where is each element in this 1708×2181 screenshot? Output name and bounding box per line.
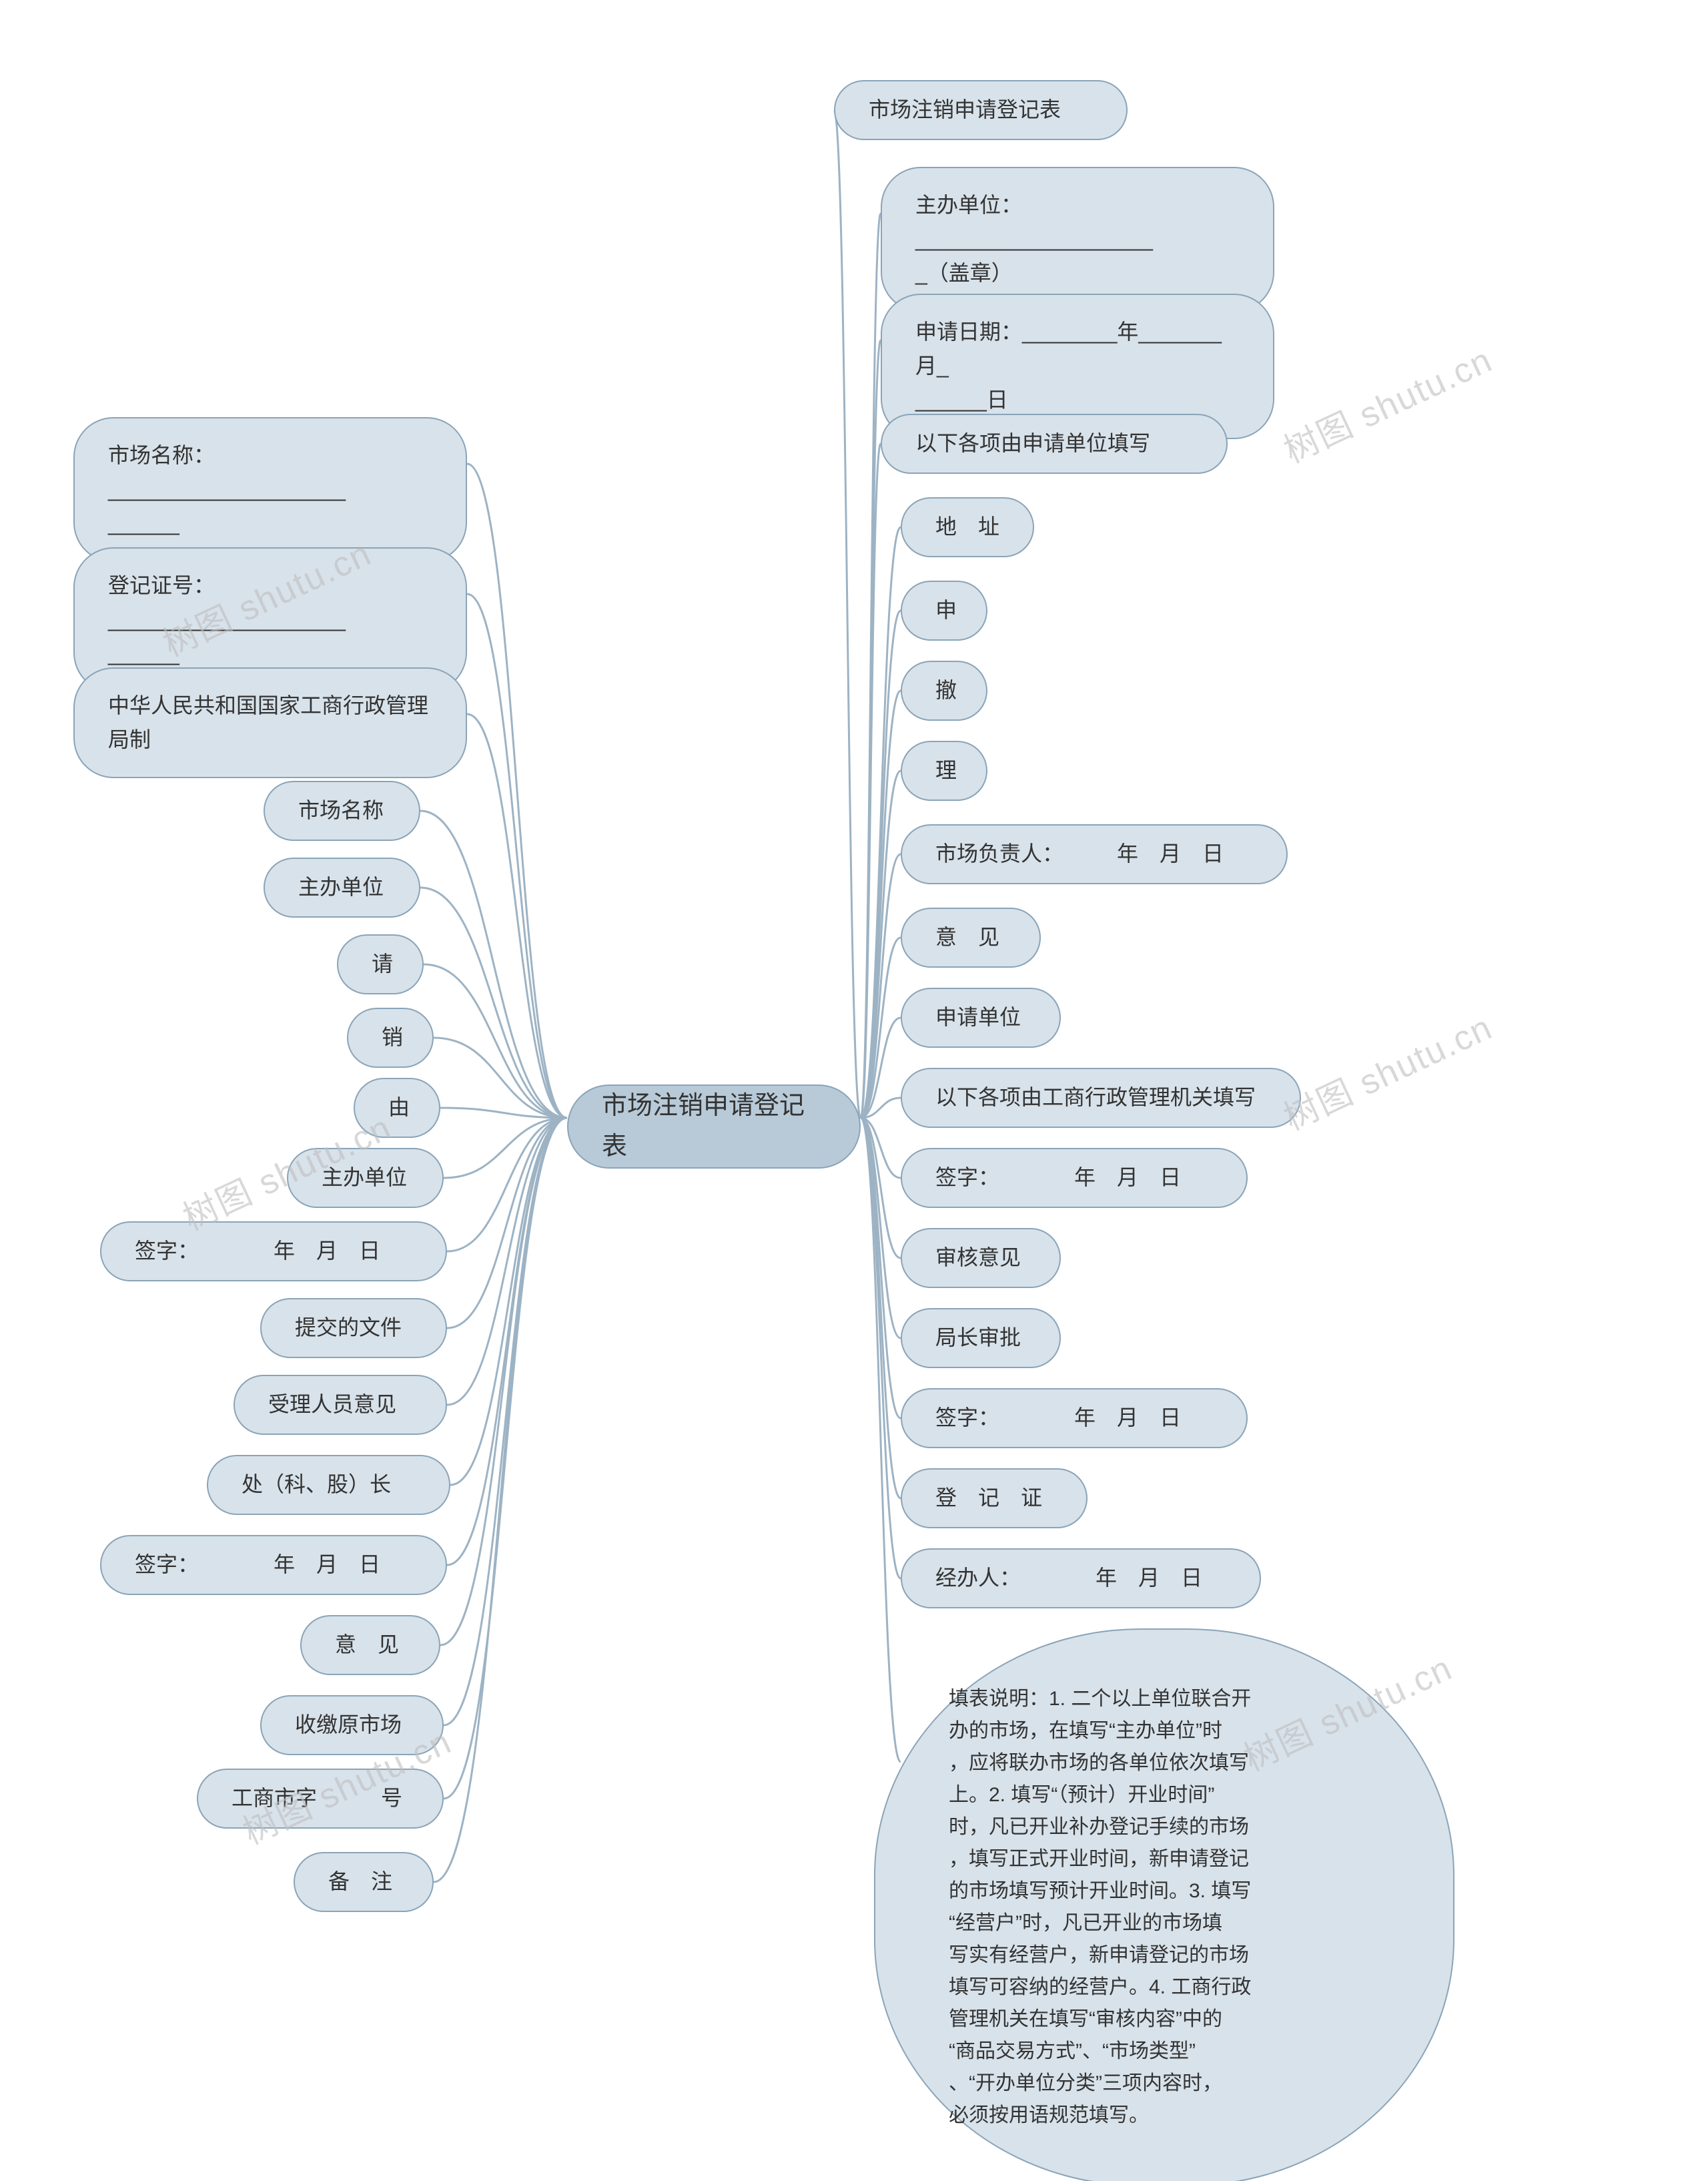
branch-node: 签字： 年 月 日 xyxy=(901,1148,1248,1208)
branch-node: 由 xyxy=(354,1078,440,1138)
branch-node: 主办单位：____________________ _（盖章） xyxy=(881,167,1274,312)
branch-node: 签字： 年 月 日 xyxy=(100,1535,447,1595)
branch-node: 主办单位 xyxy=(264,858,420,918)
branch-node: 以下各项由申请单位填写 xyxy=(881,414,1228,474)
branch-node: 经办人： 年 月 日 xyxy=(901,1548,1261,1608)
branch-node: 请 xyxy=(337,934,424,994)
branch-node: 理 xyxy=(901,741,987,801)
watermark: 树图 shutu.cn xyxy=(1274,1000,1499,1140)
branch-node: 工商市字 号 xyxy=(197,1769,444,1829)
watermark: 树图 shutu.cn xyxy=(1274,332,1499,473)
branch-node: 市场名称：____________________ ______ xyxy=(73,417,467,563)
branch-node: 申请单位 xyxy=(901,988,1061,1048)
note-node: 填表说明：1. 二个以上单位联合开 办的市场，在填写“主办单位”时 ，应将联办市… xyxy=(874,1628,1454,2181)
branch-node: 提交的文件 xyxy=(260,1298,447,1358)
branch-node: 登 记 证 xyxy=(901,1468,1088,1528)
branch-node: 意 见 xyxy=(901,908,1041,968)
branch-node: 审核意见 xyxy=(901,1228,1061,1288)
branch-node: 市场负责人： 年 月 日 xyxy=(901,824,1288,884)
branch-node: 主办单位 xyxy=(287,1148,444,1208)
branch-node: 受理人员意见 xyxy=(234,1375,447,1435)
branch-node: 签字： 年 月 日 xyxy=(901,1388,1248,1448)
branch-node: 市场注销申请登记表 xyxy=(834,80,1128,140)
branch-node: 申 xyxy=(901,581,987,641)
branch-node: 意 见 xyxy=(300,1615,440,1675)
branch-node: 收缴原市场 xyxy=(260,1695,444,1755)
branch-node: 中华人民共和国国家工商行政管理 局制 xyxy=(73,667,467,778)
branch-node: 处（科、股）长 xyxy=(207,1455,450,1515)
root-node: 市场注销申请登记表 xyxy=(567,1084,861,1169)
branch-node: 局长审批 xyxy=(901,1308,1061,1368)
branch-node: 备 注 xyxy=(294,1852,434,1912)
branch-node: 撤 xyxy=(901,661,987,721)
branch-node: 地 址 xyxy=(901,497,1034,557)
branch-node: 市场名称 xyxy=(264,781,420,841)
branch-node: 销 xyxy=(347,1008,434,1068)
branch-node: 签字： 年 月 日 xyxy=(100,1221,447,1281)
branch-node: 以下各项由工商行政管理机关填写 xyxy=(901,1068,1301,1128)
